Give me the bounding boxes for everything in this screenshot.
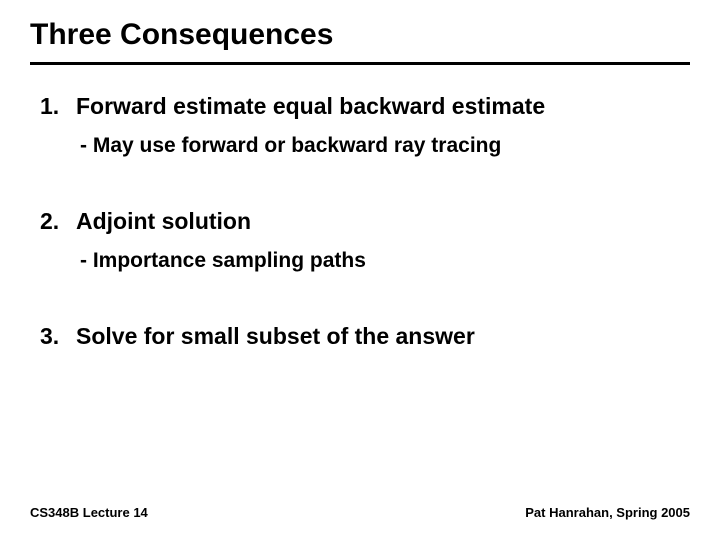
item-number: 1. (40, 93, 76, 120)
slide: Three Consequences 1. Forward estimate e… (0, 0, 720, 540)
item-subtext: - May use forward or backward ray tracin… (40, 134, 690, 158)
item-heading: 3. Solve for small subset of the answer (40, 323, 690, 350)
item-number: 3. (40, 323, 76, 350)
item-heading: 2. Adjoint solution (40, 208, 690, 235)
footer: CS348B Lecture 14 Pat Hanrahan, Spring 2… (30, 505, 690, 520)
item-number: 2. (40, 208, 76, 235)
item-head-text: Forward estimate equal backward estimate (76, 93, 545, 120)
content-area: 1. Forward estimate equal backward estim… (30, 93, 690, 350)
slide-title: Three Consequences (30, 18, 690, 65)
footer-left: CS348B Lecture 14 (30, 505, 148, 520)
item-subtext: - Importance sampling paths (40, 249, 690, 273)
list-item: 2. Adjoint solution - Importance samplin… (40, 208, 690, 273)
item-heading: 1. Forward estimate equal backward estim… (40, 93, 690, 120)
list-item: 1. Forward estimate equal backward estim… (40, 93, 690, 158)
item-head-text: Solve for small subset of the answer (76, 323, 475, 350)
footer-right: Pat Hanrahan, Spring 2005 (525, 505, 690, 520)
list-item: 3. Solve for small subset of the answer (40, 323, 690, 350)
item-head-text: Adjoint solution (76, 208, 251, 235)
